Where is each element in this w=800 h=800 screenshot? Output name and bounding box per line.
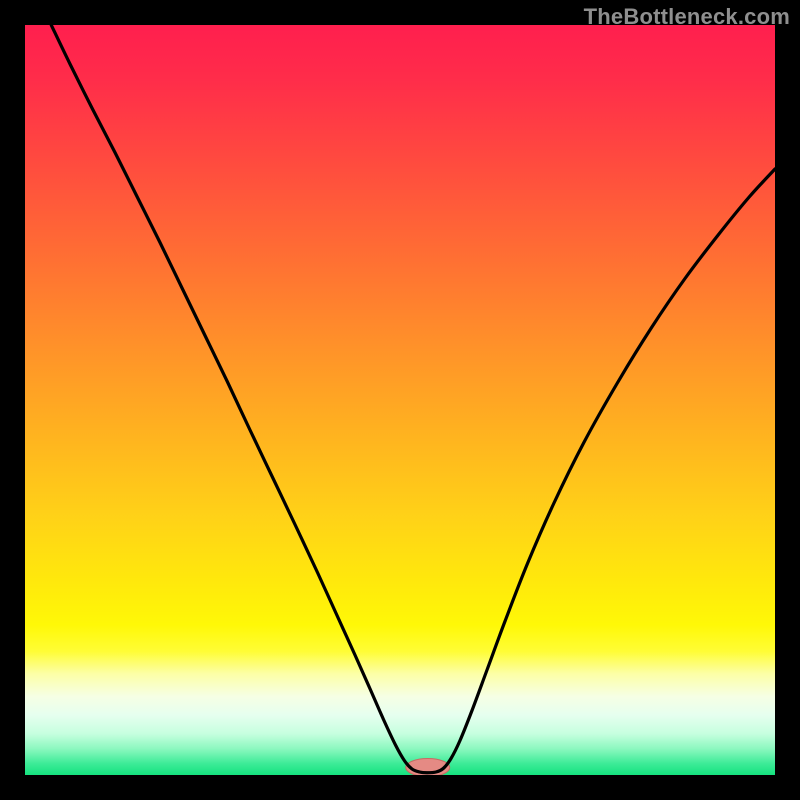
chart-stage: TheBottleneck.com: [0, 0, 800, 800]
bottleneck-chart: [0, 0, 800, 800]
plot-background-gradient: [25, 25, 775, 775]
watermark-label: TheBottleneck.com: [584, 4, 790, 30]
